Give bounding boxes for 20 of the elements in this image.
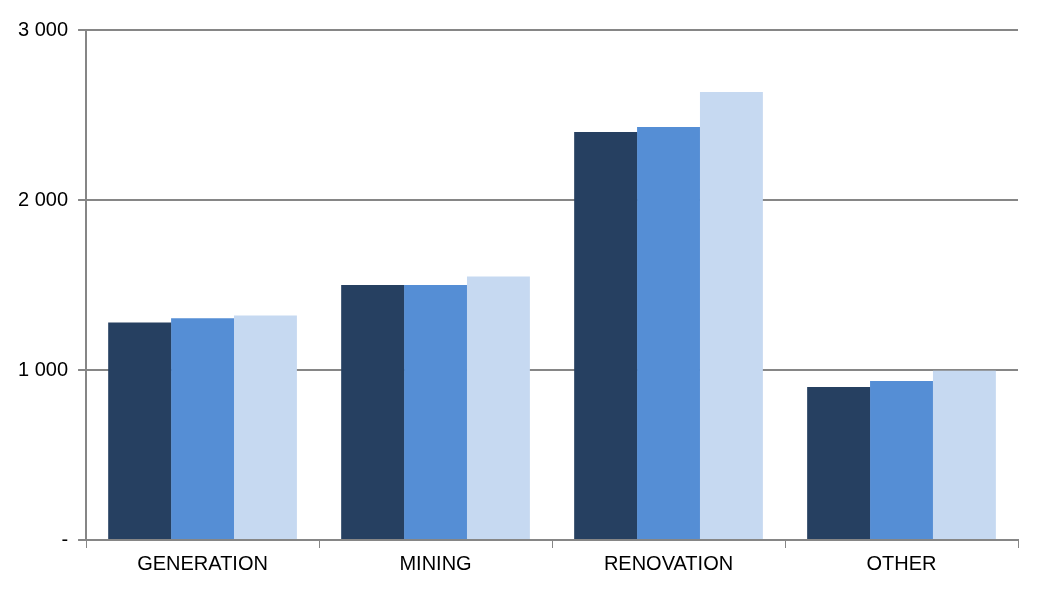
bar [108,322,172,539]
bar [404,285,467,539]
bar [466,276,530,539]
y-tick-label: 2 000 [17,187,69,210]
y-tick-label: 1 000 [17,357,69,380]
bar [932,370,996,539]
bar [637,126,700,539]
x-tick-label: OTHER [866,551,937,574]
bar [234,315,297,539]
bar [807,387,871,539]
y-tick-label: 3 000 [17,17,69,40]
x-tick-label: MINING [399,551,472,574]
bar [341,285,405,539]
bar [699,92,763,539]
x-tick-label: GENERATION [137,551,268,574]
x-tick-label: RENOVATION [603,551,734,574]
bar [870,381,933,539]
y-tick-label: - [61,527,69,550]
bar [171,318,234,539]
bar [574,132,638,539]
